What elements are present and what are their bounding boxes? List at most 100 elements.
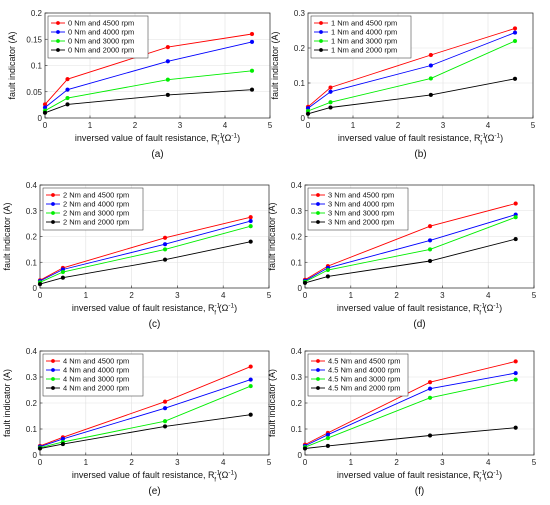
y-axis-label: fault indicator (A) bbox=[267, 369, 277, 437]
series-line bbox=[44, 41, 253, 108]
x-tick-label: 0 bbox=[303, 291, 308, 300]
x-axis-label-part: -1 bbox=[494, 133, 500, 140]
data-point bbox=[428, 76, 433, 81]
legend-label: 4.5 Nm and 3000 rpm bbox=[328, 375, 401, 384]
x-tick-label: 5 bbox=[268, 121, 273, 130]
data-point bbox=[305, 111, 311, 116]
data-point bbox=[248, 239, 253, 244]
y-tick-label: 0.4 bbox=[26, 347, 38, 356]
y-tick-label: 0.3 bbox=[26, 207, 38, 216]
legend-label: 4 Nm and 2000 rpm bbox=[63, 384, 129, 393]
data-point bbox=[65, 95, 70, 101]
data-point bbox=[513, 371, 518, 376]
legend-label: 4 Nm and 4500 rpm bbox=[63, 357, 129, 366]
y-tick-label: 0 bbox=[38, 114, 43, 123]
data-point bbox=[162, 406, 168, 411]
x-axis-label: inversed value of fault resistance, R-1 f… bbox=[75, 133, 240, 147]
y-tick-label: 0.2 bbox=[31, 9, 43, 18]
x-axis-label-part: inversed value of fault resistance, R bbox=[72, 303, 215, 313]
series-line bbox=[39, 414, 251, 449]
y-tick-label: 0.3 bbox=[291, 207, 303, 216]
legend-label: 0 Nm and 4500 rpm bbox=[68, 19, 134, 28]
data-point bbox=[249, 68, 255, 73]
x-tick-label: 4 bbox=[486, 121, 491, 130]
series-line bbox=[39, 220, 251, 282]
x-tick-label: 0 bbox=[306, 121, 311, 130]
data-point bbox=[165, 59, 170, 64]
data-point bbox=[248, 377, 253, 382]
data-point bbox=[302, 446, 308, 451]
data-point bbox=[162, 257, 168, 262]
series-line bbox=[304, 427, 516, 449]
x-axis-label-part: inversed value of fault resistance, R bbox=[337, 470, 480, 480]
data-point bbox=[37, 446, 43, 451]
data-point bbox=[325, 436, 330, 441]
x-axis-label: inversed value of fault resistance, R-1 f… bbox=[337, 470, 502, 484]
data-point bbox=[60, 441, 65, 447]
y-tick-label: 0.2 bbox=[26, 399, 38, 408]
x-tick-label: 5 bbox=[531, 121, 536, 130]
chart-panel-e: 0 1 2 3 4 5 0 0.1 0.2 0.3 0.4 fault indicator (A) in… bbox=[2, 347, 272, 497]
legend-label: 2 Nm and 2000 rpm bbox=[63, 218, 129, 227]
x-axis-label-part: (Ω bbox=[481, 303, 493, 313]
data-point bbox=[427, 224, 433, 229]
legend-label: 0 Nm and 3000 rpm bbox=[68, 37, 134, 46]
x-tick-label: 2 bbox=[396, 121, 401, 130]
y-tick-label: 0 bbox=[33, 284, 38, 293]
x-axis-label-part: -1 bbox=[214, 303, 220, 310]
legend-swatch-marker bbox=[51, 211, 55, 215]
x-axis-label-part: (Ω bbox=[481, 470, 493, 480]
legend-label: 1 Nm and 2000 rpm bbox=[331, 46, 397, 55]
x-axis-label-part: -1 bbox=[217, 133, 223, 140]
data-point bbox=[325, 274, 330, 279]
data-point bbox=[162, 235, 168, 240]
legend-label: 4.5 Nm and 4500 rpm bbox=[328, 357, 401, 366]
panel-caption: (c) bbox=[149, 319, 161, 330]
data-point bbox=[513, 359, 518, 364]
x-tick-label: 2 bbox=[129, 458, 134, 467]
x-axis-label-part: f bbox=[479, 310, 481, 317]
chart-panel-f: 0 1 2 3 4 5 0 0.1 0.2 0.3 0.4 fault indicator (A) in… bbox=[267, 347, 537, 497]
x-tick-label: 2 bbox=[394, 291, 399, 300]
x-tick-label: 1 bbox=[88, 121, 93, 130]
data-point bbox=[428, 92, 433, 97]
series-line bbox=[44, 89, 253, 114]
data-point bbox=[248, 384, 253, 389]
x-tick-label: 3 bbox=[175, 291, 180, 300]
data-point bbox=[512, 26, 518, 31]
data-point bbox=[427, 395, 433, 400]
series-line bbox=[44, 70, 253, 112]
x-axis-label-part: inversed value of fault resistance, R bbox=[337, 303, 480, 313]
series-line bbox=[304, 379, 516, 448]
y-tick-label: 0.1 bbox=[26, 258, 38, 267]
data-point bbox=[162, 419, 168, 424]
data-point bbox=[42, 110, 48, 115]
data-point bbox=[328, 105, 333, 110]
x-tick-label: 3 bbox=[441, 121, 446, 130]
series-line bbox=[304, 203, 516, 281]
x-axis-label-part: -1 bbox=[493, 470, 499, 477]
x-axis-label-part: -1 bbox=[228, 303, 234, 310]
data-point bbox=[65, 102, 70, 107]
data-point bbox=[248, 412, 253, 417]
series-line bbox=[307, 27, 516, 108]
y-axis-label: fault indicator (A) bbox=[2, 202, 12, 270]
x-tick-label: 2 bbox=[394, 458, 399, 467]
x-tick-label: 0 bbox=[38, 458, 43, 467]
data-point bbox=[248, 364, 253, 369]
panel-caption: (f) bbox=[415, 486, 424, 497]
legend-label: 4.5 Nm and 2000 rpm bbox=[328, 384, 401, 393]
x-tick-label: 5 bbox=[532, 458, 537, 467]
data-point bbox=[162, 247, 168, 252]
legend-label: 3 Nm and 3000 rpm bbox=[328, 209, 394, 218]
data-point bbox=[60, 275, 65, 280]
data-point bbox=[162, 399, 168, 404]
chart-panel-a: 0 1 2 3 4 5 0 0.05 0.1 0.15 0.2 fault indicator (A)… bbox=[7, 9, 273, 160]
x-axis-label-part: (Ω bbox=[216, 303, 228, 313]
x-tick-label: 5 bbox=[532, 291, 537, 300]
legend-swatch-marker bbox=[56, 48, 60, 52]
legend-swatch-marker bbox=[51, 359, 55, 363]
x-axis-label-part: f bbox=[214, 477, 216, 484]
